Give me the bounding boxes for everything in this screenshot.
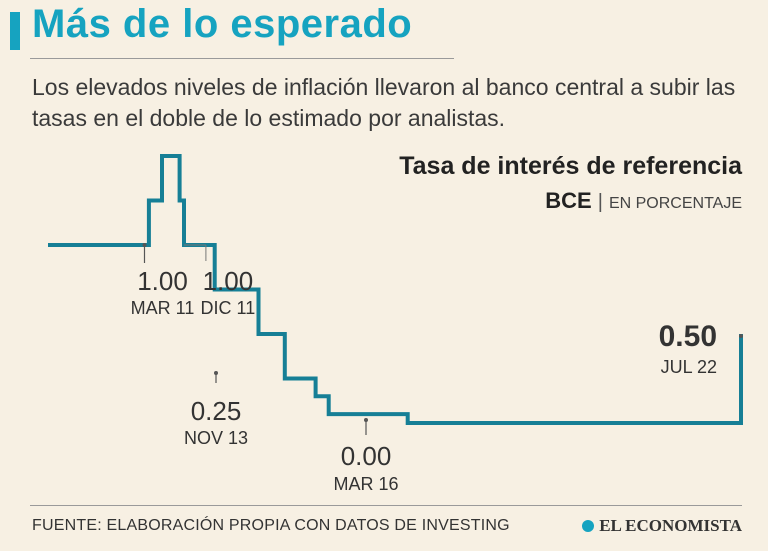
- annotation-dot: [739, 334, 743, 338]
- data-label-value: 0.25: [191, 396, 242, 426]
- subtitle-separator: |: [597, 191, 603, 213]
- page-subtitle: Los elevados niveles de inflación llevar…: [32, 74, 736, 131]
- chart-title: Tasa de interés de referencia: [399, 152, 742, 180]
- data-label-value: 0.00: [341, 441, 392, 471]
- footer-divider: [30, 505, 742, 506]
- source-note: FUENTE: ELABORACIÓN PROPIA CON DATOS DE …: [32, 517, 510, 534]
- brand-logo: EL ECONOMISTA: [582, 516, 742, 536]
- data-label-value: 0.50: [659, 320, 717, 353]
- data-label-date: NOV 13: [184, 428, 248, 448]
- page-title: Más de lo esperado: [32, 2, 413, 46]
- annotation-dot: [214, 371, 218, 375]
- data-label-value: 1.00: [203, 266, 254, 296]
- chart-entity: BCE: [545, 188, 592, 213]
- chart-unit: EN PORCENTAJE: [608, 195, 742, 212]
- annotation-dot: [364, 418, 368, 422]
- data-label-value: 1.00: [137, 266, 188, 296]
- title-accent-bar: [10, 12, 20, 50]
- rate-step-line: [48, 154, 743, 425]
- data-label-date: JUL 22: [661, 357, 717, 377]
- annotation-dot: [142, 243, 147, 247]
- brand-name: EL ECONOMISTA: [599, 516, 742, 535]
- title-divider: [30, 58, 454, 59]
- chart-subtitle: BCE | EN PORCENTAJE: [545, 188, 742, 214]
- brand-mark-icon: [582, 520, 595, 532]
- data-label-date: MAR 11: [131, 298, 195, 318]
- data-label-date: DIC 11: [201, 298, 256, 318]
- data-label-date: MAR 16: [333, 474, 398, 494]
